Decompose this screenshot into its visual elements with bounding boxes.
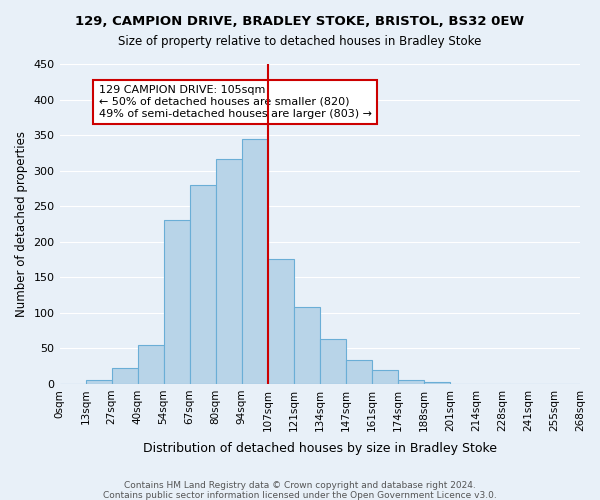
Bar <box>242 140 268 384</box>
Bar <box>190 185 215 384</box>
X-axis label: Distribution of detached houses by size in Bradley Stoke: Distribution of detached houses by size … <box>143 442 497 455</box>
Bar <box>320 339 346 384</box>
Text: Contains public sector information licensed under the Open Government Licence v3: Contains public sector information licen… <box>103 491 497 500</box>
Bar <box>294 307 320 384</box>
Bar <box>112 368 137 384</box>
Bar <box>215 160 242 384</box>
Bar <box>424 382 450 384</box>
Text: Size of property relative to detached houses in Bradley Stoke: Size of property relative to detached ho… <box>118 35 482 48</box>
Bar <box>268 259 294 384</box>
Bar <box>398 380 424 384</box>
Text: 129 CAMPION DRIVE: 105sqm
← 50% of detached houses are smaller (820)
49% of semi: 129 CAMPION DRIVE: 105sqm ← 50% of detac… <box>98 86 371 118</box>
Bar <box>86 380 112 384</box>
Text: Contains HM Land Registry data © Crown copyright and database right 2024.: Contains HM Land Registry data © Crown c… <box>124 481 476 490</box>
Bar <box>164 220 190 384</box>
Bar <box>137 345 164 384</box>
Bar <box>346 360 372 384</box>
Text: 129, CAMPION DRIVE, BRADLEY STOKE, BRISTOL, BS32 0EW: 129, CAMPION DRIVE, BRADLEY STOKE, BRIST… <box>76 15 524 28</box>
Y-axis label: Number of detached properties: Number of detached properties <box>15 131 28 317</box>
Bar <box>372 370 398 384</box>
